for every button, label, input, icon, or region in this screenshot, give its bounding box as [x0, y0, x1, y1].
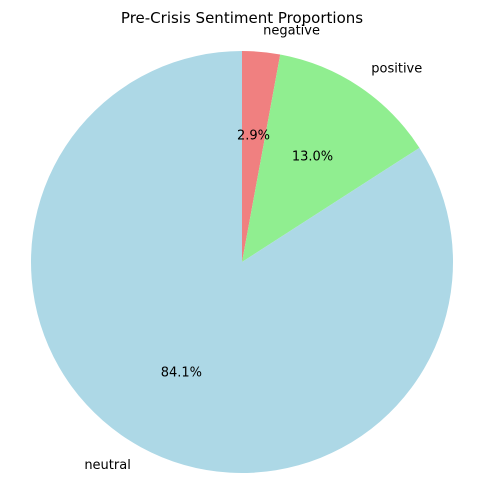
- pie-slices: [31, 51, 454, 474]
- category-label-positive: positive: [371, 62, 422, 77]
- pie-slice-neutral: [31, 51, 454, 474]
- pie-slice-positive: [242, 54, 420, 262]
- pct-label-neutral: 84.1%: [161, 366, 202, 381]
- pie-slice-negative: [242, 51, 281, 262]
- category-label-neutral: neutral: [84, 458, 131, 473]
- pct-label-negative: 2.9%: [237, 128, 270, 143]
- pct-label-positive: 13.0%: [292, 149, 333, 164]
- pie-labels: 2.9% negative 13.0% positive 84.1% neutral: [84, 23, 422, 473]
- category-label-negative: negative: [263, 23, 320, 38]
- chart-title: Pre-Crisis Sentiment Proportions: [121, 9, 363, 27]
